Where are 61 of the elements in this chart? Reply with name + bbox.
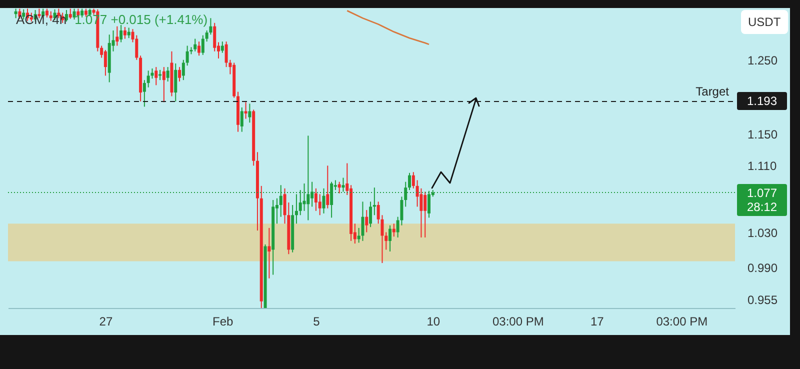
candlestick [135, 34, 138, 60]
candlestick [158, 69, 162, 81]
x-tick-label: 27 [99, 314, 113, 328]
candlestick [116, 26, 119, 46]
candlestick [186, 45, 189, 66]
candlestick [142, 80, 146, 108]
candlestick [424, 191, 427, 238]
y-tick-label: 1.250 [748, 53, 778, 68]
candlestick [178, 66, 182, 82]
candlestick [194, 38, 197, 52]
candlestick [361, 201, 364, 242]
text: 28:12 [746, 200, 778, 214]
candlestick [213, 22, 216, 52]
y-tick-label: 1.150 [748, 128, 778, 142]
candlestick [369, 201, 372, 228]
x-tick-label: 03:00 PM [492, 314, 544, 328]
candlestick [318, 194, 322, 216]
y-axis-title: USDT [741, 10, 788, 34]
y-tick-label: 1.030 [748, 226, 778, 240]
x-tick-label: Feb [212, 314, 234, 328]
candlestick [104, 49, 107, 76]
candlestick [72, 8, 76, 20]
annotation: Target [696, 84, 730, 98]
candlestick [162, 66, 166, 103]
candlestick [182, 59, 185, 81]
candlestick [326, 165, 330, 209]
candlestick [412, 172, 415, 189]
candlestick [198, 41, 201, 56]
candlestick [127, 27, 130, 39]
x-tick-label: 17 [590, 314, 604, 328]
ref-line-label: 1.077 [746, 186, 778, 200]
candlestick [123, 26, 126, 40]
candlestick [392, 223, 396, 238]
candlestick [408, 172, 412, 191]
candlestick [120, 24, 123, 43]
candlestick [248, 103, 252, 124]
candlestick [314, 188, 318, 212]
y-tick-label: 0.955 [748, 293, 778, 308]
y-tick-label: 1.110 [748, 159, 777, 174]
x-tick-label: 5 [313, 314, 320, 328]
candlestick [365, 210, 368, 233]
candlestick [49, 10, 52, 22]
ref-line-label: 1.193 [737, 94, 787, 108]
x-tick-label: 10 [426, 314, 440, 328]
candlestick [268, 227, 271, 279]
x-tick-label: 03:00 PM [656, 314, 708, 328]
y-tick-label: 0.990 [748, 261, 778, 276]
candlestick [146, 70, 150, 88]
candlestick [201, 34, 204, 56]
candlestick [384, 232, 388, 250]
candlestick [68, 8, 72, 20]
candlestick [342, 177, 345, 192]
candlestick [338, 181, 341, 194]
candlestick [14, 8, 18, 19]
candlestick [244, 102, 248, 120]
candlestick [166, 66, 170, 82]
candlestick [174, 62, 178, 102]
candlestick [154, 66, 158, 86]
candlestick [240, 106, 244, 132]
candlestick [388, 224, 392, 252]
candlestick [220, 41, 224, 54]
